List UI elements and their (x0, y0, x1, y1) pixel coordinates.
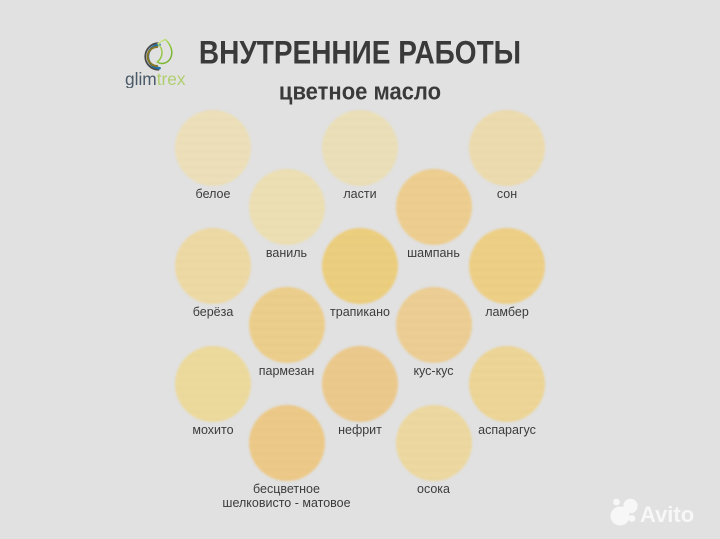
svg-text:Avito: Avito (640, 502, 694, 527)
